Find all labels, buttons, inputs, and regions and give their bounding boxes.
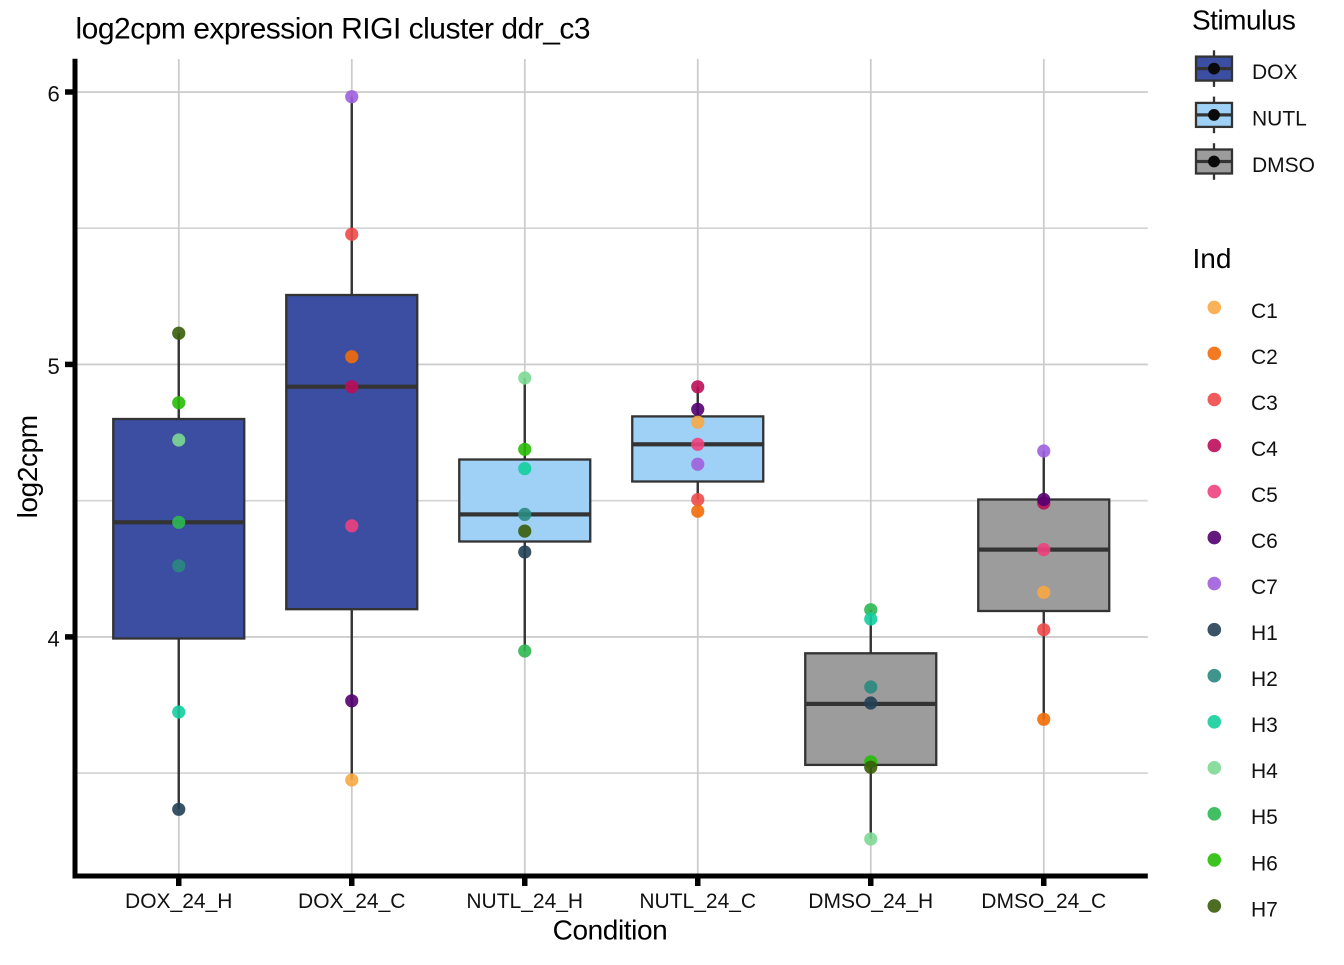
svg-text:H5: H5 [1251,806,1278,829]
svg-text:H7: H7 [1251,898,1278,921]
svg-text:H6: H6 [1251,852,1278,875]
svg-text:H2: H2 [1251,668,1278,691]
svg-text:DOX_24_C: DOX_24_C [298,890,405,913]
svg-text:H4: H4 [1251,760,1278,783]
svg-text:C7: C7 [1251,576,1278,599]
svg-text:C2: C2 [1251,346,1278,369]
svg-text:C1: C1 [1251,300,1278,323]
svg-text:NUTL: NUTL [1252,107,1307,130]
svg-text:DMSO: DMSO [1252,154,1315,177]
svg-text:NUTL_24_H: NUTL_24_H [466,890,583,913]
svg-text:DOX_24_H: DOX_24_H [125,890,232,913]
svg-text:log2cpm expression RIGI cluste: log2cpm expression RIGI cluster ddr_c3 [76,12,591,45]
svg-text:Condition: Condition [553,915,668,946]
svg-text:NUTL_24_C: NUTL_24_C [639,890,756,913]
svg-text:C4: C4 [1251,438,1278,461]
svg-text:C6: C6 [1251,530,1278,553]
svg-text:6: 6 [48,81,60,106]
svg-text:H3: H3 [1251,714,1278,737]
svg-text:DMSO_24_H: DMSO_24_H [808,890,933,913]
svg-text:H1: H1 [1251,622,1278,645]
svg-text:Ind: Ind [1193,243,1232,274]
svg-text:C3: C3 [1251,392,1278,415]
svg-text:C5: C5 [1251,484,1278,507]
svg-text:DOX: DOX [1252,61,1298,84]
svg-text:4: 4 [48,626,60,651]
svg-text:5: 5 [48,354,60,379]
svg-text:Stimulus: Stimulus [1192,5,1295,36]
svg-text:log2cpm: log2cpm [12,415,43,518]
svg-text:DMSO_24_C: DMSO_24_C [981,890,1106,913]
